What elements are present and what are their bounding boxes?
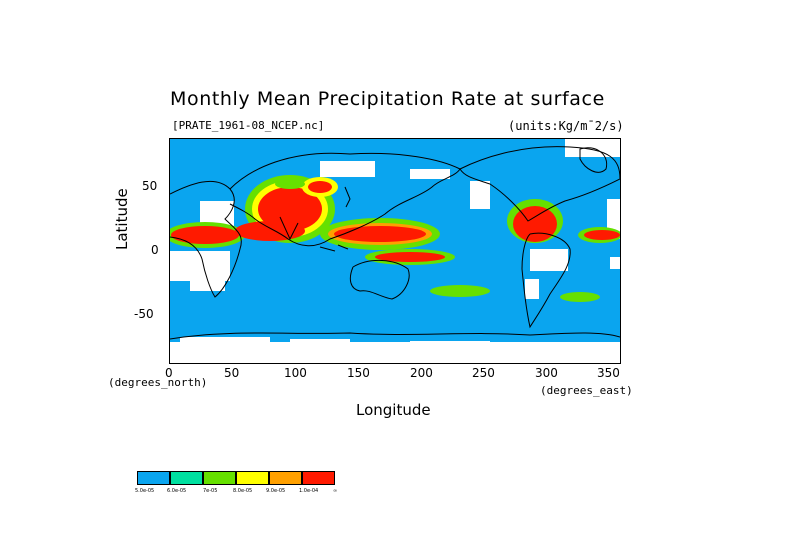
x-axis-label: Longitude (356, 401, 431, 419)
colorbar-label: 8.0e-05 (233, 488, 253, 494)
ytick-label-0: 0 (151, 243, 159, 257)
xtick-label-250: 250 (472, 366, 495, 380)
xtick-label-150: 150 (347, 366, 370, 380)
units-label: (units:Kg/m¯2/s) (508, 119, 624, 133)
dataset-filename: [PRATE_1961-08_NCEP.nc] (172, 119, 325, 132)
colorbar-label: 5.0e-05 (135, 488, 155, 494)
colorbar-label: ∞ (333, 488, 338, 494)
xtick-label-0: 0 (165, 366, 173, 380)
colorbar-label: 6.0e-05 (167, 488, 187, 494)
colorbar-label: 7e-05 (203, 488, 218, 494)
xtick-label-100: 100 (284, 366, 307, 380)
colorbar-swatch (137, 471, 170, 485)
colorbar-swatch (236, 471, 269, 485)
xtick-label-50: 50 (224, 366, 240, 380)
xtick-label-300: 300 (535, 366, 558, 380)
precipitation-bands (170, 175, 620, 302)
y-axis-label: Latitude (113, 188, 131, 250)
map-title: Monthly Mean Precipitation Rate at surfa… (170, 88, 605, 110)
ytick-label-minus50: -50 (134, 307, 154, 321)
colorbar-swatch (269, 471, 302, 485)
precipitation-map (169, 138, 621, 364)
colorbar-label: 9.0e-05 (266, 488, 286, 494)
colorbar-swatch (170, 471, 203, 485)
colorbar-swatch (302, 471, 335, 485)
colorbar-swatch (203, 471, 236, 485)
xtick-label-350: 350 (597, 366, 620, 380)
colorbar-label: 1.0e-04 (299, 488, 319, 494)
ytick-label-50: 50 (142, 179, 158, 193)
y-axis-unit: (degrees_north) (108, 376, 208, 389)
x-axis-unit: (degrees_east) (540, 384, 633, 397)
coastlines (170, 146, 620, 340)
xtick-label-200: 200 (410, 366, 433, 380)
